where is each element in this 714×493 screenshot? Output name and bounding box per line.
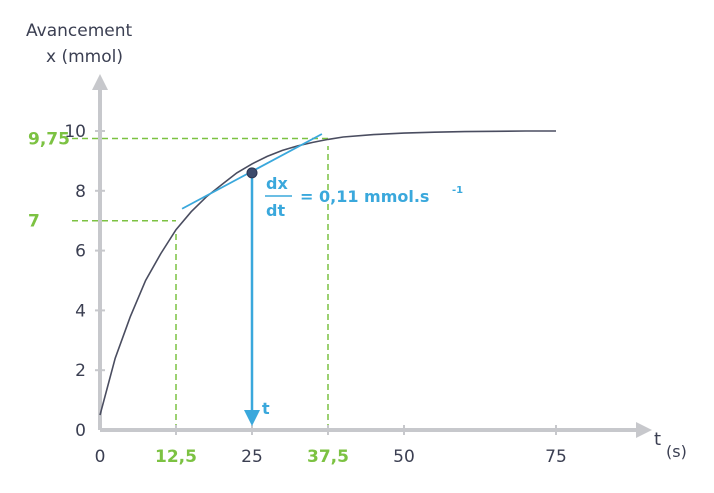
x-axis-unit: (s) [666, 442, 687, 461]
y-tick-label: 8 [75, 182, 86, 202]
highlight-point [246, 167, 258, 179]
series-layer [99, 130, 556, 416]
axis-titles: Avancement x (mmol) t (s) [26, 21, 687, 461]
y-axis-title-line1: Avancement [26, 21, 132, 41]
y-axis-arrow [92, 74, 108, 90]
x-tick-label: 37,5 [307, 447, 349, 467]
x-tick-label: 0 [95, 447, 106, 467]
guide-lines [72, 137, 329, 430]
annotation-superscript: -1 [452, 185, 463, 196]
annotation-denominator: dt [266, 201, 285, 220]
axes [92, 74, 652, 438]
x-axis-arrow [636, 422, 652, 438]
y-tick-label: 0 [75, 421, 86, 441]
y-axis-title-line2: x (mmol) [46, 47, 123, 67]
x-tick-label: 25 [241, 447, 263, 467]
annotation-numerator: dx [266, 174, 288, 193]
annotation-value: = 0,11 mmol.s [300, 187, 429, 206]
annotation-layer: dx dt = 0,11 mmol.s -1 [265, 174, 463, 220]
y-tick-label: 2 [75, 361, 86, 381]
series-curve [99, 130, 556, 416]
x-tick-label: 50 [393, 447, 415, 467]
t-arrow-head [244, 410, 260, 426]
x-tick-label: 75 [545, 447, 567, 467]
tangent-layer: t [181, 133, 323, 426]
y-tick-label: 6 [75, 242, 86, 262]
y-tick-label: 10 [64, 122, 86, 142]
y-tick-label: 7 [28, 212, 40, 232]
x-axis-title: t [654, 429, 661, 450]
y-tick-label: 4 [75, 301, 86, 321]
x-tick-label: 12,5 [155, 447, 197, 467]
y-tick-label: 9,75 [28, 129, 70, 149]
t-arrow-label: t [262, 399, 270, 418]
